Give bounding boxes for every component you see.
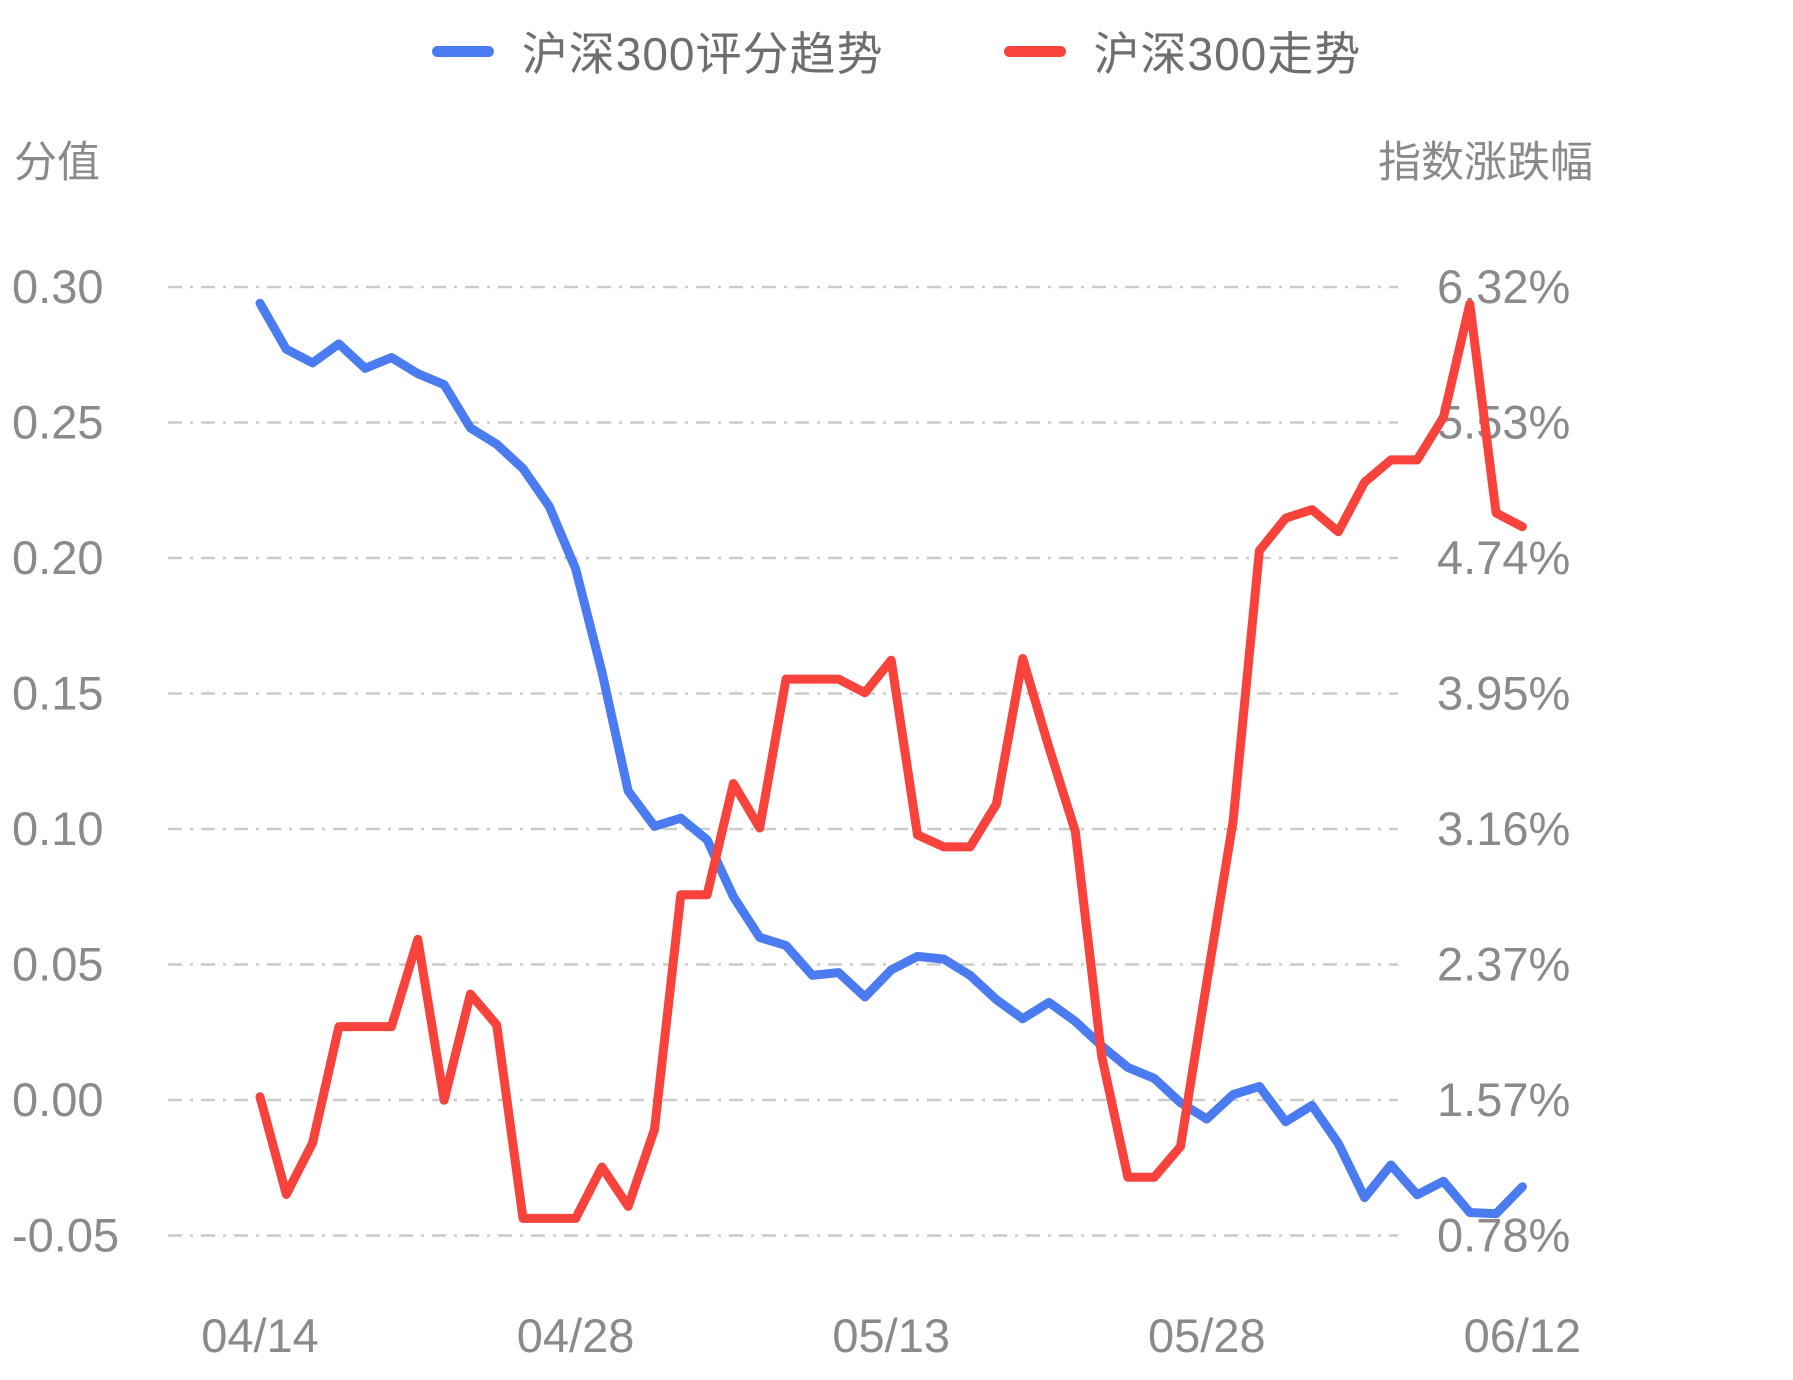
left-tick-0.10: 0.10: [12, 802, 103, 855]
x-tick-05/13: 05/13: [832, 1309, 950, 1362]
legend-label-index-change: 沪深300走势: [1093, 28, 1362, 80]
left-tick-0.15: 0.15: [12, 667, 103, 720]
x-tick-04/28: 04/28: [517, 1309, 635, 1362]
line-score-trend: [255, 298, 1527, 1219]
x-tick-05/28: 05/28: [1148, 1309, 1266, 1362]
line-index-change: [255, 299, 1527, 1223]
right-tick-4.74%: 4.74%: [1437, 531, 1570, 584]
series-lines: [255, 298, 1527, 1223]
left-axis-tick-labels: 0.30 0.25 0.20 0.15 0.10 0.05 0.00 -0.05: [12, 260, 119, 1262]
right-tick-3.95%: 3.95%: [1437, 667, 1570, 720]
right-axis-tick-labels: 6.32% 5.53% 4.74% 3.95% 3.16% 2.37% 1.57% 0.78%: [1437, 260, 1570, 1262]
right-axis-title: 指数涨跌幅: [1378, 139, 1593, 187]
x-tick-04/14: 04/14: [201, 1309, 319, 1362]
right-tick-5.53%: 5.53%: [1437, 396, 1570, 449]
left-tick-0.20: 0.20: [12, 531, 103, 584]
right-tick-2.37%: 2.37%: [1437, 938, 1570, 991]
left-axis-title: 分值: [14, 139, 100, 187]
x-axis-tick-labels: 04/14 04/28 05/13 05/28 06/12: [201, 1309, 1581, 1362]
left-tick-0.05: 0.05: [12, 938, 103, 991]
legend-item-index-change[interactable]: 沪深300走势: [1003, 18, 1362, 84]
legend-line-marker-red: [1003, 45, 1066, 57]
right-tick-3.16%: 3.16%: [1437, 802, 1570, 855]
legend-label-score-trend: 沪深300评分趋势: [521, 28, 884, 80]
right-tick-6.32%: 6.32%: [1437, 260, 1570, 313]
left-tick--0.05: -0.05: [12, 1209, 119, 1262]
x-tick-06/12: 06/12: [1464, 1309, 1582, 1362]
left-tick-0.25: 0.25: [12, 396, 103, 449]
gridlines: [168, 285, 1398, 1237]
right-tick-1.57%: 1.57%: [1437, 1073, 1570, 1126]
legend-item-score-trend[interactable]: 沪深300评分趋势: [431, 18, 884, 84]
left-tick-0.30: 0.30: [12, 260, 103, 313]
legend: 沪深300评分趋势 沪深300走势: [0, 18, 1793, 84]
left-tick-0.00: 0.00: [12, 1073, 103, 1126]
legend-line-marker-blue: [431, 45, 494, 57]
right-tick-0.78%: 0.78%: [1437, 1209, 1570, 1262]
